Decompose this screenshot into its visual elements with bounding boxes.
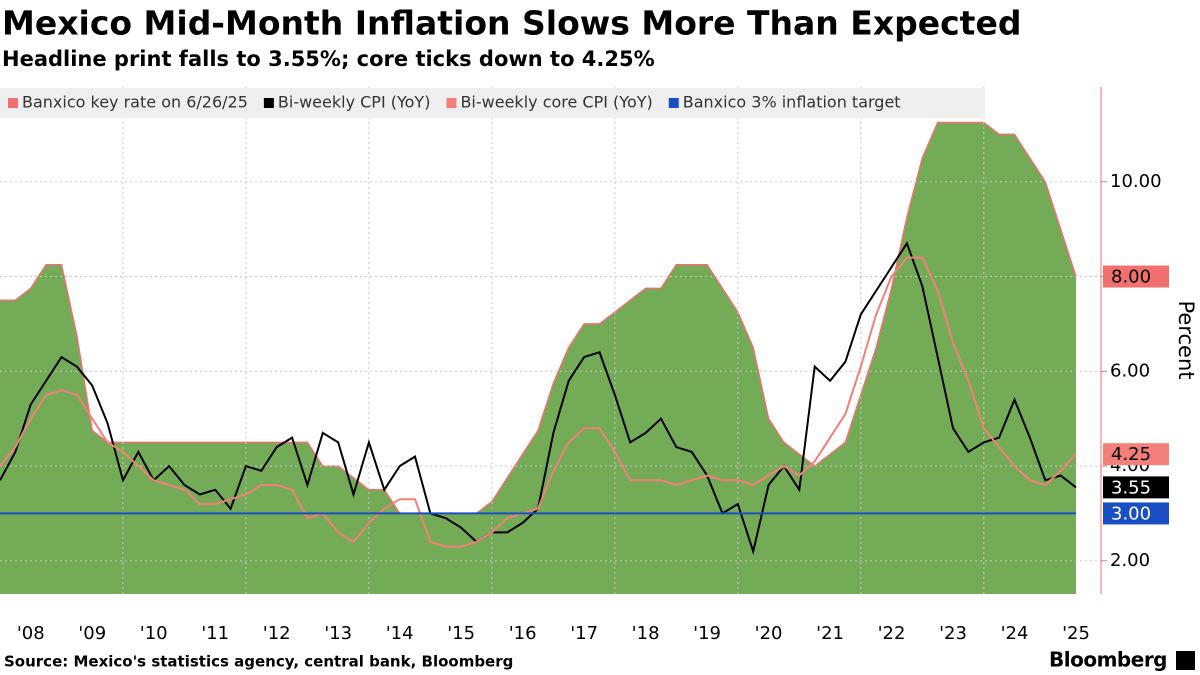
x-tick-label: '18 — [632, 623, 660, 644]
y-tick-label: 10.00 — [1110, 171, 1162, 192]
value-label-box — [1103, 265, 1169, 288]
value-label: 3.00 — [1111, 503, 1151, 524]
y-tick-label: 6.00 — [1110, 360, 1150, 381]
area-fill — [0, 122, 1076, 594]
x-tick-label: '17 — [570, 623, 598, 644]
legend-background — [0, 88, 985, 118]
y-axis-label: Percent — [1174, 300, 1198, 379]
x-tick-label: '23 — [939, 623, 967, 644]
x-tick-label: '25 — [1062, 623, 1090, 644]
x-tick-label: '13 — [324, 623, 352, 644]
value-label: 8.00 — [1111, 267, 1151, 288]
line — [0, 256, 1077, 548]
y-tick-label: 2.00 — [1110, 550, 1150, 571]
area-edge — [0, 121, 1077, 515]
x-tick-label: '22 — [878, 623, 906, 644]
legend-label: Banxico key rate on 6/26/25 — [22, 93, 248, 112]
chart-subtitle: Headline print falls to 3.55%; core tick… — [2, 47, 655, 71]
x-tick-label: '20 — [755, 623, 783, 644]
legend-swatch — [446, 98, 457, 108]
legend-swatch — [263, 98, 274, 108]
value-label: 4.25 — [1111, 444, 1151, 465]
source-note: Source: Mexico's statistics agency, cent… — [4, 653, 513, 671]
legend-label: Bi-weekly core CPI (YoY) — [460, 93, 652, 112]
legend-swatch — [668, 98, 679, 108]
value-label: 3.55 — [1111, 477, 1151, 498]
x-tick-label: '08 — [17, 623, 45, 644]
legend-label: Bi-weekly CPI (YoY) — [278, 93, 431, 112]
x-tick-label: '14 — [386, 623, 414, 644]
value-label-box — [1103, 476, 1169, 499]
chart-title: Mexico Mid-Month Inflation Slows More Th… — [2, 4, 1021, 43]
x-tick-label: '15 — [447, 623, 475, 644]
x-tick-label: '12 — [263, 623, 291, 644]
legend-label: Banxico 3% inflation target — [683, 93, 901, 112]
plot-area — [0, 87, 1101, 594]
brand-logo: Bloomberg — [1049, 648, 1167, 672]
x-tick-label: '11 — [201, 623, 229, 644]
x-tick-label: '16 — [509, 623, 537, 644]
legend-swatch — [8, 98, 18, 108]
x-tick-label: '19 — [693, 623, 721, 644]
x-tick-label: '10 — [140, 623, 168, 644]
x-tick-label: '09 — [78, 623, 106, 644]
legend: Banxico key rate on 6/26/25 Bi-weekly CPI… — [8, 93, 901, 112]
value-label-box — [1103, 443, 1169, 466]
x-tick-label: '21 — [816, 623, 844, 644]
value-label-box — [1103, 502, 1169, 525]
x-tick-label: '24 — [1001, 623, 1029, 644]
brand-icon — [1176, 651, 1195, 670]
